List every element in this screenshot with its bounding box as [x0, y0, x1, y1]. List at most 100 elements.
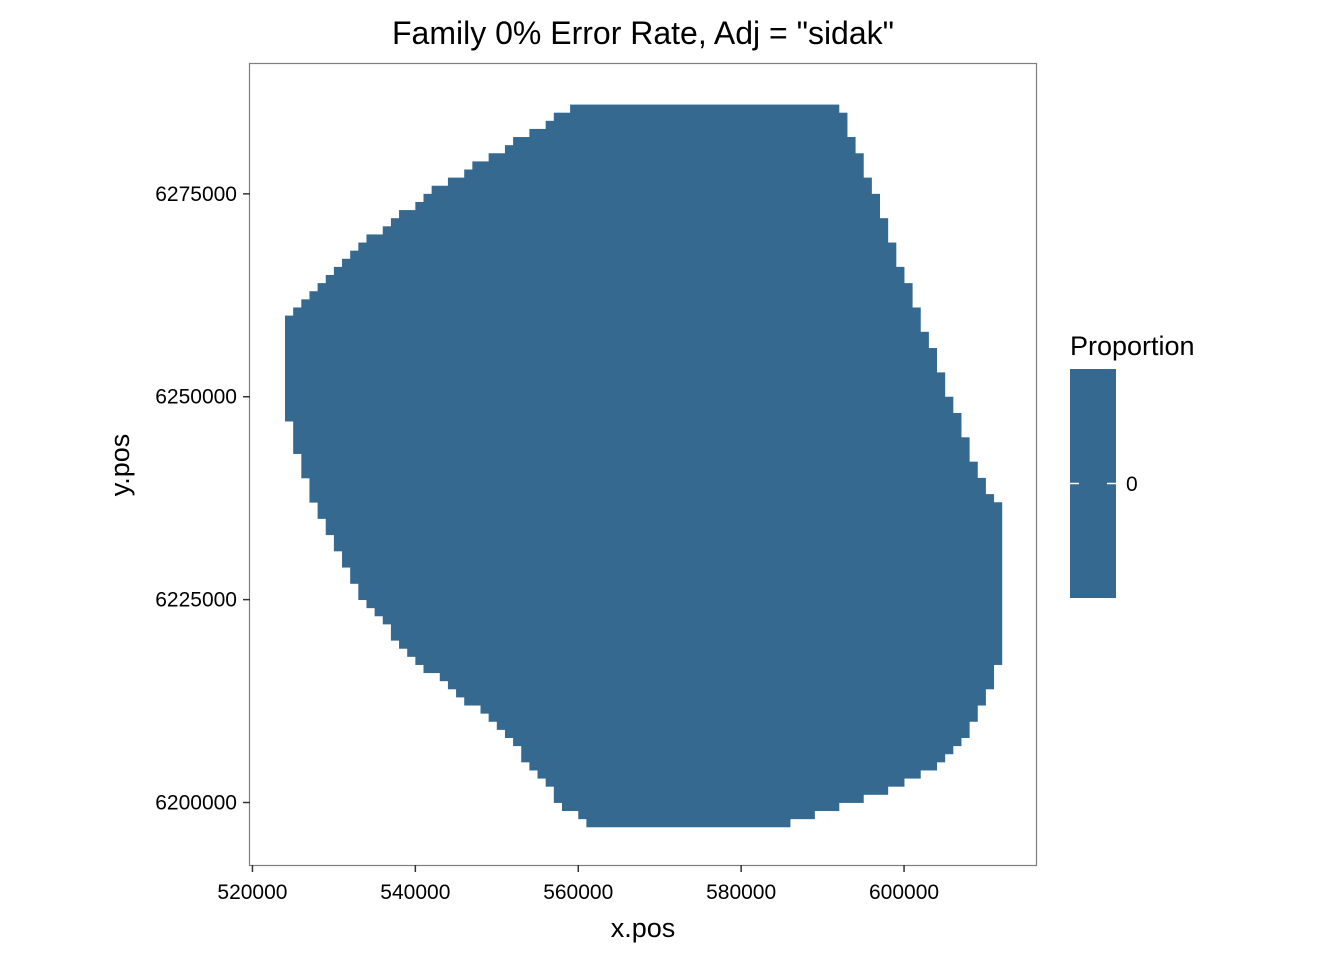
heatmap-cell-row — [382, 226, 889, 235]
x-tick-label: 560000 — [543, 881, 613, 904]
heatmap-cell-row — [325, 275, 905, 284]
heatmap-cell-row — [285, 331, 929, 341]
heatmap-cell-row — [553, 786, 889, 795]
heatmap-cell-row — [561, 802, 840, 812]
heatmap-cell-row — [285, 364, 938, 373]
heatmap-cell-row — [301, 469, 978, 479]
heatmap-cell-row — [553, 112, 848, 122]
heatmap-cell-row — [390, 218, 889, 227]
legend-title: Proportion — [1070, 331, 1195, 361]
chart-title: Family 0% Error Rate, Adj = "sidak" — [392, 15, 894, 51]
heatmap-cell-row — [309, 291, 913, 300]
heatmap-cell-row — [285, 404, 954, 414]
heatmap-cell-row — [374, 607, 1003, 617]
heatmap-cell-row — [358, 583, 1003, 592]
heatmap-cell-row — [447, 680, 995, 690]
heatmap-cell-row — [415, 201, 881, 211]
heatmap-cell-row — [390, 623, 1003, 633]
heatmap-cell-row — [309, 494, 995, 503]
heatmap-cell-row — [317, 283, 913, 292]
heatmap-cell-row — [285, 356, 938, 365]
heatmap-cell-row — [358, 242, 897, 252]
heatmap-cell-row — [447, 177, 872, 187]
x-tick-label: 580000 — [706, 881, 776, 904]
heatmap-cell-row — [350, 567, 1003, 576]
y-tick-label: 6250000 — [155, 386, 237, 409]
heatmap-cell-row — [390, 632, 1003, 641]
heatmap-cell-row — [285, 396, 954, 406]
x-axis-label: x.pos — [611, 913, 676, 943]
heatmap-cell-row — [301, 461, 978, 471]
heatmap-cell-row — [586, 818, 791, 828]
heatmap-cell-row — [415, 656, 1003, 665]
x-tick-label: 520000 — [217, 881, 287, 904]
heatmap-cell-row — [325, 518, 1003, 527]
heatmap-cell-row — [350, 250, 897, 260]
heatmap-cell-row — [325, 526, 1003, 536]
heatmap-cell-row — [285, 339, 929, 349]
heatmap-cell-row — [570, 104, 840, 114]
heatmap-cell-row — [472, 161, 864, 170]
heatmap-cell-row — [293, 429, 962, 438]
heatmap-cell-row — [423, 664, 995, 674]
heatmap-cell-row — [317, 502, 1003, 511]
heatmap-cell-row — [439, 672, 995, 682]
y-axis: 6200000 6225000 6250000 6275000 — [155, 183, 250, 815]
heatmap-cell-row — [333, 542, 1003, 552]
heatmap-cell-row — [309, 477, 986, 487]
heatmap-cell-row — [456, 688, 986, 698]
heatmap-cell-row — [301, 453, 970, 463]
heatmap-cell-row — [301, 299, 913, 308]
heatmap-cell-row — [464, 697, 986, 706]
heatmap-cell-row — [285, 348, 938, 357]
heatmap-cell-row — [342, 550, 1003, 560]
heatmap-cell-row — [545, 120, 848, 130]
heatmap-cell-row — [317, 510, 1003, 519]
heatmap-cell-row — [537, 770, 921, 779]
heatmap-cell-row — [480, 705, 978, 714]
heatmap-cell-row — [423, 193, 881, 203]
heatmap-cell-row — [366, 599, 1003, 609]
legend-label-0: 0 — [1126, 473, 1138, 496]
heatmap-cell-row — [545, 778, 905, 787]
heatmap-cell-row — [399, 640, 1003, 649]
heatmap-cell-row — [285, 323, 921, 333]
heatmap-cell-row — [513, 737, 962, 747]
heatmap-cell-row — [529, 761, 938, 771]
heatmap-cell-row — [333, 534, 1003, 544]
heatmap-cell-row — [333, 266, 905, 276]
heatmap-cell-row — [521, 745, 954, 755]
heatmap-cell-row — [293, 437, 970, 446]
heatmap-cell-row — [285, 388, 946, 398]
heatmap-cell-row — [382, 615, 1003, 625]
heatmap-cell-row — [350, 575, 1003, 584]
heatmap-cell-row — [488, 153, 864, 162]
heatmap-cell-row — [366, 234, 889, 243]
heatmap-cell-row — [293, 445, 970, 454]
heatmap-cell-row — [358, 591, 1003, 601]
legend: Proportion 0 — [1070, 331, 1195, 598]
y-axis-label: y.pos — [105, 434, 135, 497]
y-tick-label: 6200000 — [155, 792, 237, 815]
heatmap-cell-row — [553, 794, 864, 803]
x-tick-label: 600000 — [869, 881, 939, 904]
heatmap-cell-row — [342, 258, 897, 268]
heatmap-cell-row — [285, 380, 946, 390]
heatmap-cells — [285, 104, 1003, 828]
heatmap-cell-row — [496, 721, 970, 730]
heatmap-cell-row — [285, 315, 921, 325]
heatmap-cell-row — [309, 486, 986, 495]
heatmap-cell-row — [464, 169, 864, 179]
heatmap-cell-row — [488, 713, 978, 722]
heatmap-cell-row — [407, 648, 1003, 657]
heatmap-cell-row — [529, 128, 848, 138]
heatmap-cell-row — [293, 307, 921, 316]
heatmap-cell-row — [578, 810, 815, 820]
heatmap-cell-row — [431, 185, 872, 195]
heatmap-cell-row — [342, 559, 1003, 568]
heatmap-cell-row — [521, 753, 946, 763]
y-tick-label: 6225000 — [155, 589, 237, 612]
x-tick-label: 540000 — [380, 881, 450, 904]
heatmap-cell-row — [504, 145, 856, 154]
